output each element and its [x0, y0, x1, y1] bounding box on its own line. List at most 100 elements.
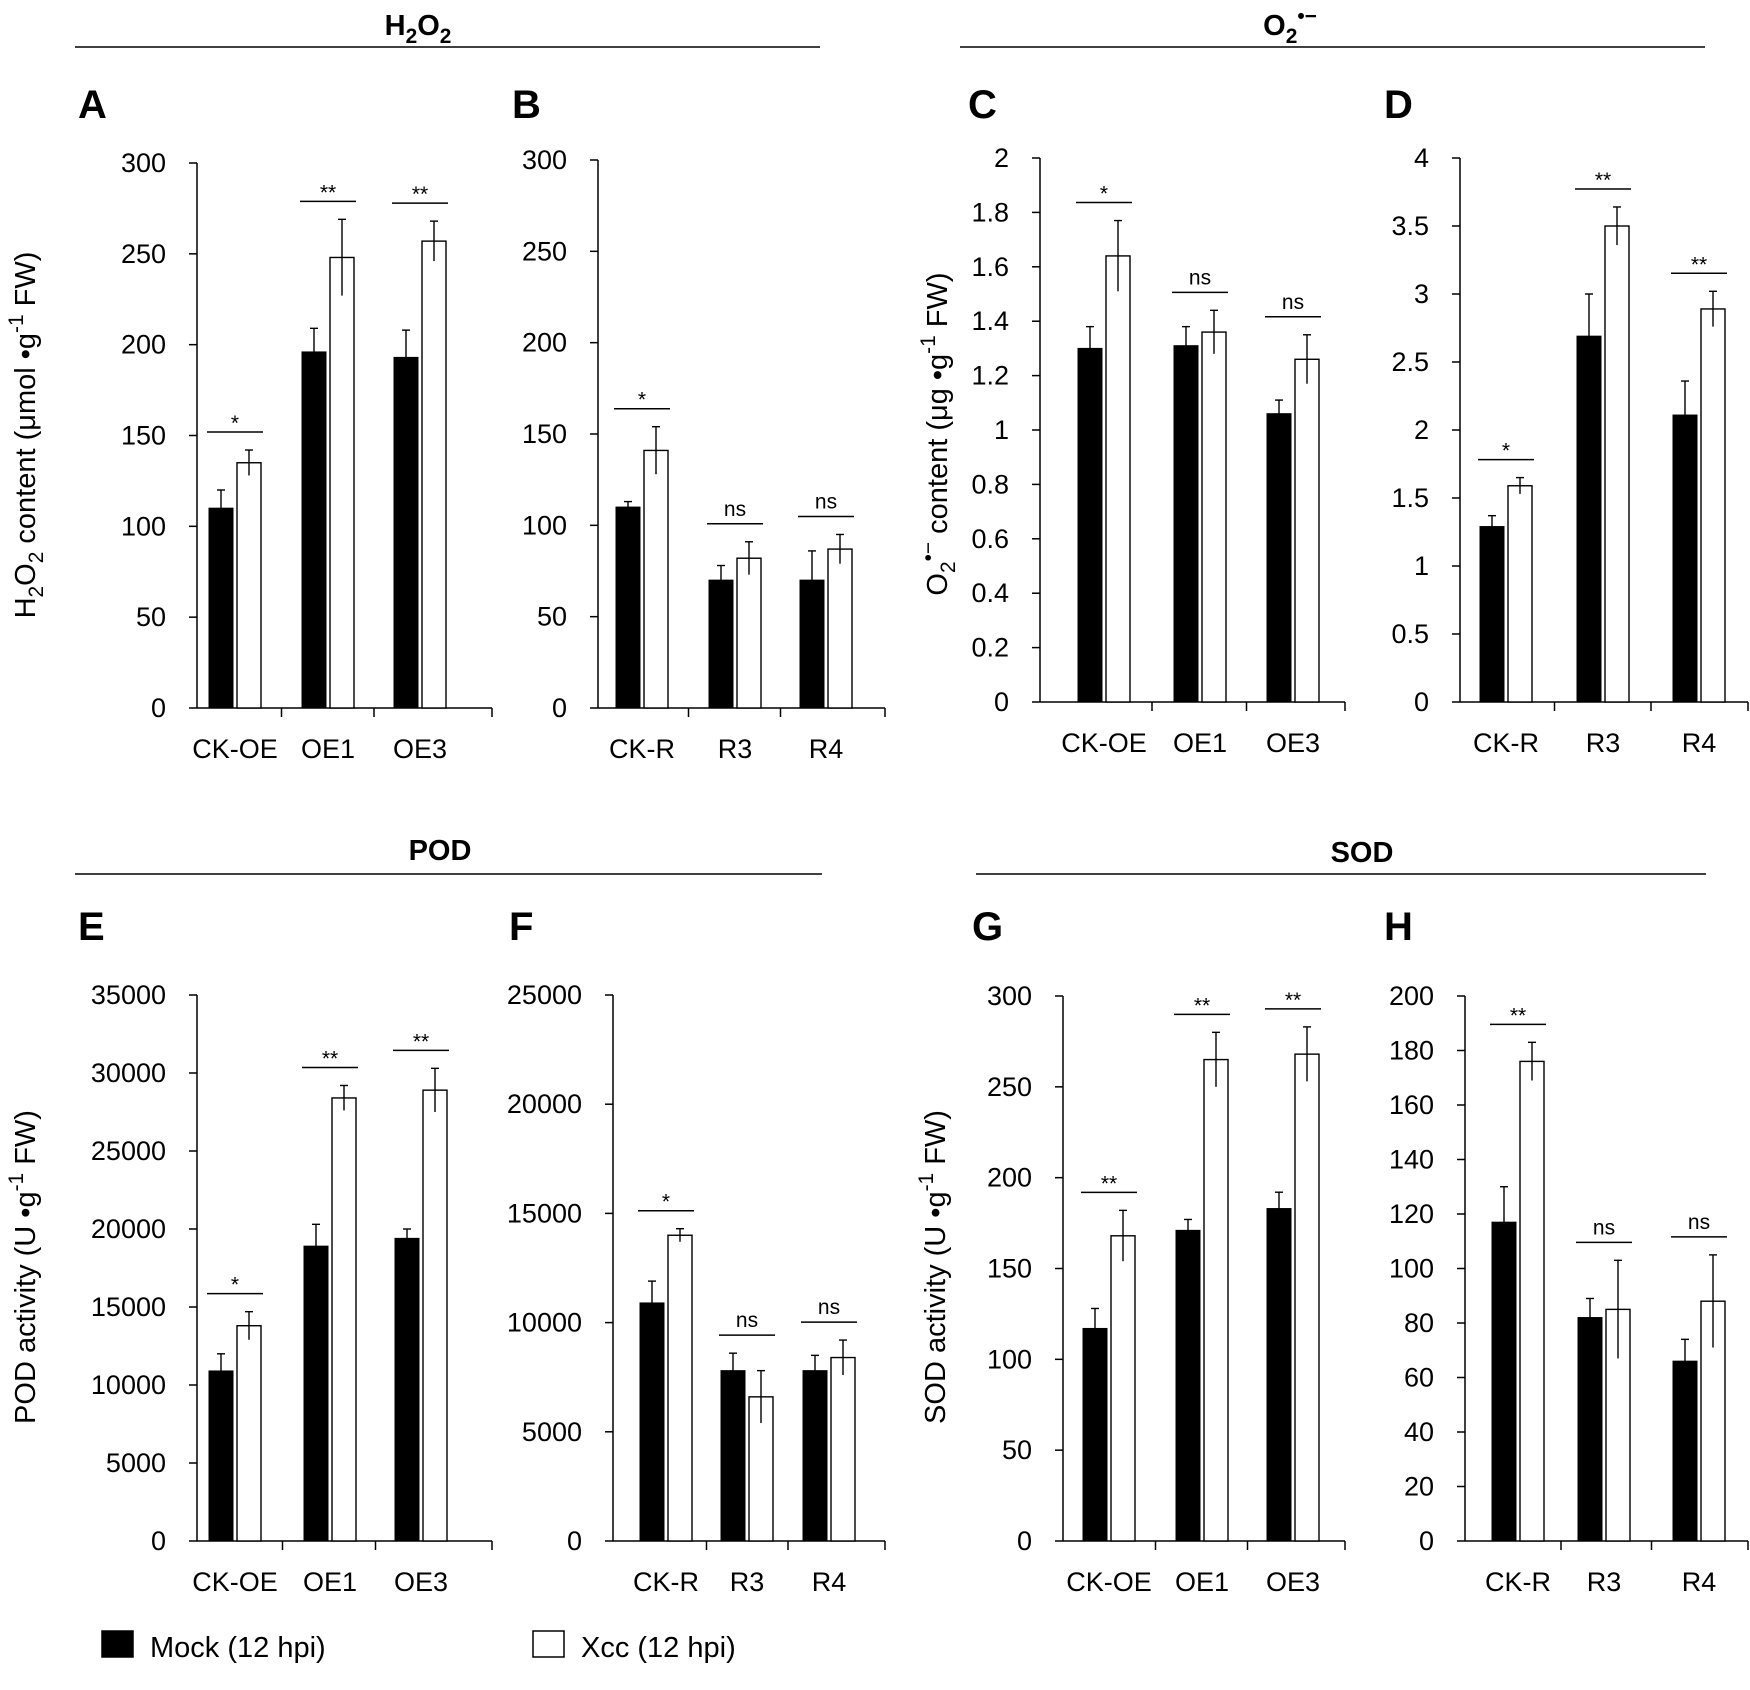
y-tick-label: 1.5	[1391, 483, 1429, 513]
y-tick-label: 30000	[91, 1058, 166, 1088]
y-tick-label: 250	[121, 239, 166, 269]
significance-label: ns	[1189, 266, 1211, 289]
bar-mock	[802, 1370, 828, 1542]
y-tick-label: 0	[1414, 687, 1429, 717]
y-tick-label: 140	[1389, 1145, 1434, 1175]
y-tick-label: 1.6	[971, 252, 1009, 282]
y-tick-label: 20000	[91, 1214, 166, 1244]
bar-xcc	[1110, 1235, 1136, 1542]
y-tick-label: 2.5	[1391, 347, 1429, 377]
bar-xcc	[236, 1325, 262, 1542]
bar-mock	[1672, 414, 1698, 703]
bar-xcc	[331, 1097, 357, 1542]
significance-label: **	[1101, 1172, 1117, 1195]
group-title-sod: SOD	[1331, 837, 1394, 869]
y-tick-label: 300	[522, 145, 567, 175]
bar-xcc	[421, 240, 447, 709]
significance-label: *	[1100, 183, 1108, 206]
bar-xcc	[1105, 255, 1131, 703]
y-axis-label: H2O2 content (μmol •g-1 FW)	[5, 252, 48, 619]
panel-letter-G: G	[972, 905, 1003, 949]
significance-label: ns	[1282, 291, 1304, 314]
y-tick-label: 300	[987, 981, 1032, 1011]
legend-label: Mock (12 hpi)	[150, 1632, 326, 1664]
y-tick-label: 0.8	[971, 469, 1009, 499]
y-tick-label: 250	[987, 1072, 1032, 1102]
panel-F: F 0 5000 10000 15000 20000 25000 CK-R R3 R4 * ns ns	[507, 905, 886, 1597]
x-tick-label: R3	[1586, 728, 1621, 758]
y-tick-label: 2	[1414, 415, 1429, 445]
bar-mock	[720, 1370, 746, 1542]
significance-label: *	[1502, 440, 1510, 463]
y-tick-label: 100	[522, 510, 567, 540]
y-tick-label: 35000	[91, 980, 166, 1010]
y-tick-label: 160	[1389, 1090, 1434, 1120]
legend: Mock (12 hpi) Xcc (12 hpi)	[101, 1630, 736, 1664]
y-tick-label: 0	[567, 1526, 582, 1556]
y-tick-label: 20000	[507, 1089, 582, 1119]
y-tick-label: 10000	[91, 1370, 166, 1400]
bar-xcc	[830, 1356, 856, 1542]
x-tick-label: CK-R	[609, 734, 675, 764]
bar-xcc	[736, 557, 762, 709]
y-axis-label: POD activity (U •g-1 FW)	[5, 1110, 42, 1424]
significance-label: ns	[724, 498, 746, 521]
y-tick-label: 5000	[106, 1448, 166, 1478]
y-tick-label: 200	[121, 330, 166, 360]
y-tick-label: 40	[1404, 1417, 1434, 1447]
panel-letter-B: B	[512, 83, 541, 127]
bar-mock	[1672, 1360, 1698, 1542]
y-tick-label: 50	[537, 602, 567, 632]
bar-xcc	[1519, 1060, 1545, 1542]
bar-mock	[394, 1237, 420, 1542]
significance-label: **	[412, 183, 428, 206]
bar-mock	[1266, 1208, 1292, 1542]
significance-label: **	[413, 1030, 429, 1053]
panel-C: C 0 0.2 0.4 0.6 0.8 1 1.2 1.4 1.6 1.8 2 CK-OE OE1 OE3 *…	[917, 83, 1346, 758]
x-tick-label: CK-OE	[1066, 1567, 1152, 1597]
x-tick-label: OE1	[1175, 1567, 1229, 1597]
x-tick-label: CK-R	[1473, 728, 1539, 758]
y-tick-label: 25000	[91, 1136, 166, 1166]
x-tick-label: CK-OE	[192, 1567, 278, 1597]
x-tick-label: OE3	[393, 734, 447, 764]
y-tick-label: 0.2	[971, 633, 1009, 663]
x-tick-label: CK-OE	[192, 734, 278, 764]
bar-mock	[708, 579, 734, 709]
legend-swatch	[101, 1630, 134, 1658]
y-tick-label: 5000	[522, 1417, 582, 1447]
y-tick-label: 0	[552, 693, 567, 723]
x-tick-label: OE1	[303, 1567, 357, 1597]
bar-xcc	[329, 256, 355, 709]
y-tick-label: 150	[987, 1254, 1032, 1284]
significance-label: *	[231, 1274, 239, 1297]
bar-xcc	[1507, 485, 1533, 703]
bar-mock	[1577, 1317, 1603, 1542]
y-tick-label: 80	[1404, 1308, 1434, 1338]
x-tick-label: CK-R	[633, 1567, 699, 1597]
bar-mock	[1077, 347, 1103, 703]
panel-G: G 0 50 100 150 200 250 300 CK-OE OE1 OE3 ** ** ** SOD …	[915, 905, 1346, 1597]
bar-xcc	[1604, 225, 1630, 703]
significance-label: **	[1285, 989, 1301, 1012]
bar-mock	[1082, 1327, 1108, 1542]
y-tick-label: 300	[121, 148, 166, 178]
panel-B: B 0 50 100 150 200 250 300 CK-R R3 R4 * ns ns	[512, 83, 886, 764]
bar-mock	[303, 1245, 329, 1542]
significance-label: ns	[818, 1296, 840, 1319]
bar-xcc	[1294, 1053, 1320, 1542]
bar-xcc	[827, 548, 853, 709]
bar-mock	[208, 507, 234, 709]
x-tick-label: R4	[809, 734, 844, 764]
y-tick-label: 0	[151, 693, 166, 723]
bar-mock	[1266, 413, 1292, 703]
x-tick-label: CK-OE	[1061, 728, 1147, 758]
panel-letter-D: D	[1384, 83, 1413, 127]
y-tick-label: 0	[1017, 1526, 1032, 1556]
x-tick-label: OE1	[1173, 728, 1227, 758]
bar-mock	[1175, 1229, 1201, 1542]
bar-mock	[639, 1302, 665, 1542]
